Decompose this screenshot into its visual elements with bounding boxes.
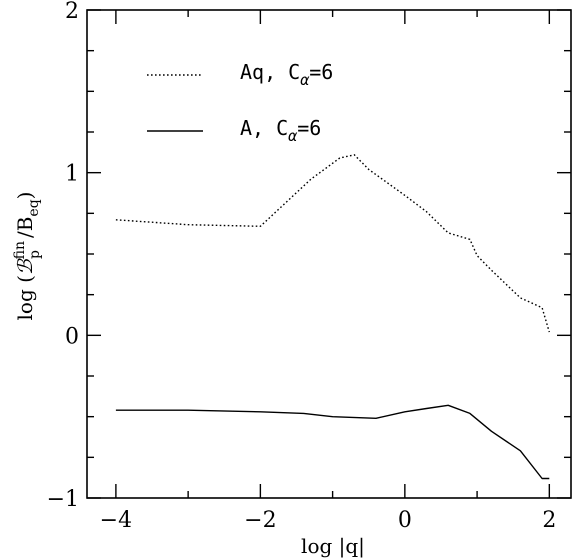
legend-solid-label: A, Cα=6 [240,116,321,145]
y-tick-label: 2 [65,0,79,24]
y-axis-label-sub2: eq [26,199,42,216]
y-axis-label-sub: p [27,250,43,259]
y-axis-label: log (ℬfinp/Beq) [12,192,43,321]
legend-solid-suffix: =6 [297,116,321,140]
data-series [115,154,550,480]
y-tick-label: 0 [65,324,79,349]
y-axis-label-slash: /B [13,217,37,238]
x-tick-label: 2 [542,508,556,533]
series-line-aq [115,154,550,333]
axis-ticks [87,9,571,499]
y-axis-label-prefix: log ( [13,275,37,320]
x-tick-label: 0 [398,508,412,533]
legend-solid-prefix: A, C [240,116,288,140]
series-line-a [115,404,550,480]
legend-dotted-label: Aq, Cα=6 [240,60,333,89]
legend: Aq, Cα=6 A, Cα=6 [147,60,333,145]
legend-solid-subscript: α [288,127,298,145]
y-axis-label-suffix: ) [13,192,37,200]
x-tick-label: −2 [244,508,276,533]
y-tick-label: −1 [47,487,79,512]
y-axis-label-sup: fin [12,241,28,259]
legend-dotted-suffix: =6 [309,60,333,84]
axis-tick-labels: −4 −2 0 2 −1 0 1 2 [47,0,557,533]
x-tick-label: −4 [100,508,132,533]
x-axis-label: log |q| [301,534,365,559]
legend-dotted-prefix: Aq, C [240,60,300,84]
y-tick-label: 1 [65,162,79,187]
legend-dotted-subscript: α [300,71,310,89]
y-axis-label-main: ℬ [13,258,37,275]
